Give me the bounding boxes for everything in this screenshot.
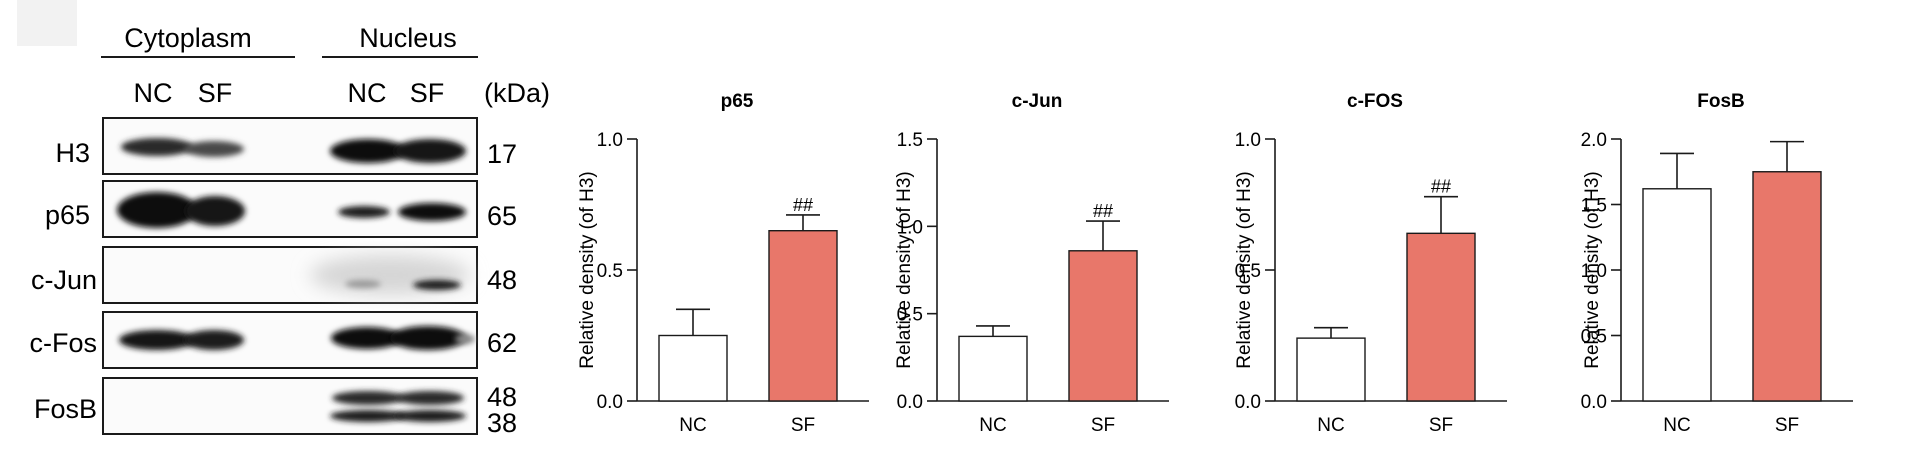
x-tick-label: NC xyxy=(1317,415,1344,436)
kda-value-c-fos: 62 xyxy=(487,328,517,358)
chart-title: c-Jun xyxy=(1012,91,1063,112)
protein-label-c-jun: c-Jun xyxy=(31,265,97,295)
y-tick-label: 1.5 xyxy=(1581,196,1607,217)
chart-title: p65 xyxy=(721,91,754,112)
x-tick-label: NC xyxy=(679,415,706,436)
group-label-nucleus: Nucleus xyxy=(359,23,457,53)
band-group-c-jun xyxy=(310,255,470,295)
x-tick-label: NC xyxy=(1663,415,1690,436)
group-label-cytoplasm: Cytoplasm xyxy=(124,23,252,53)
y-tick-label: 0.0 xyxy=(597,392,623,413)
y-axis-label: Relative density (of H3) xyxy=(1582,171,1603,368)
bar-nc xyxy=(958,335,1028,402)
y-tick-label: 1.0 xyxy=(1235,130,1261,151)
y-tick-label: 1.0 xyxy=(597,130,623,151)
band-group-p65 xyxy=(117,192,466,228)
kda-value-c-jun: 48 xyxy=(487,265,517,295)
protein-label-h3: H3 xyxy=(55,138,90,168)
bar-sf xyxy=(768,229,838,402)
significance-annotation: ## xyxy=(1093,201,1113,221)
y-tick-label: 0.5 xyxy=(1581,327,1607,348)
chart-title: c-FOS xyxy=(1347,91,1403,112)
kda-value-h3: 17 xyxy=(487,139,517,169)
y-tick-label: 0.5 xyxy=(597,261,623,282)
bar-sf xyxy=(1406,232,1476,402)
y-tick-label: 0.0 xyxy=(897,392,923,413)
kda-value-p65: 65 xyxy=(487,201,517,231)
bar-sf xyxy=(1752,171,1822,402)
y-tick-label: 0.0 xyxy=(1581,392,1607,413)
lane-label: SF xyxy=(198,78,233,108)
x-tick-label: SF xyxy=(791,415,815,436)
y-axis-label: Relative density (of H3) xyxy=(894,171,915,368)
y-axis-label: Relative density (of H3) xyxy=(577,171,598,368)
significance-annotation: ## xyxy=(793,195,813,215)
lane-label: NC xyxy=(348,78,387,108)
protein-label-fosb: FosB xyxy=(34,394,97,424)
bar-sf xyxy=(1068,250,1138,402)
y-tick-label: 0.5 xyxy=(897,305,923,326)
x-tick-label: SF xyxy=(1775,415,1799,436)
y-tick-label: 2.0 xyxy=(1581,130,1607,151)
significance-annotation: ## xyxy=(1431,177,1451,197)
bar-nc xyxy=(658,334,728,402)
band-group-c-fos xyxy=(119,326,475,350)
y-tick-label: 0.5 xyxy=(1235,261,1261,282)
protein-label-c-fos: c-Fos xyxy=(30,328,98,358)
x-tick-label: SF xyxy=(1429,415,1453,436)
band-group-h3 xyxy=(121,138,466,163)
bar-nc xyxy=(1296,337,1366,402)
band-group-fosb xyxy=(330,391,466,422)
kda-header: (kDa) xyxy=(484,78,550,108)
blot-frame-fosb xyxy=(102,377,478,435)
protein-label-p65: p65 xyxy=(45,200,90,230)
lane-label: SF xyxy=(410,78,445,108)
y-tick-label: 1.0 xyxy=(897,217,923,238)
y-tick-label: 1.5 xyxy=(897,130,923,151)
x-tick-label: NC xyxy=(979,415,1006,436)
x-tick-label: SF xyxy=(1091,415,1115,436)
kda-value-fosb-upper: 48 xyxy=(487,382,517,412)
y-tick-label: 1.0 xyxy=(1581,261,1607,282)
chart-title: FosB xyxy=(1697,91,1745,112)
lane-label: NC xyxy=(134,78,173,108)
y-axis-label: Relative density (of H3) xyxy=(1234,171,1255,368)
kda-value-fosb-lower: 38 xyxy=(487,408,517,438)
bar-nc xyxy=(1642,188,1712,402)
y-tick-label: 0.0 xyxy=(1235,392,1261,413)
western-blot-panel: Cytoplasm Nucleus NC SF NC SF (kDa) H3 1… xyxy=(17,0,550,438)
corner-mark xyxy=(17,0,77,46)
